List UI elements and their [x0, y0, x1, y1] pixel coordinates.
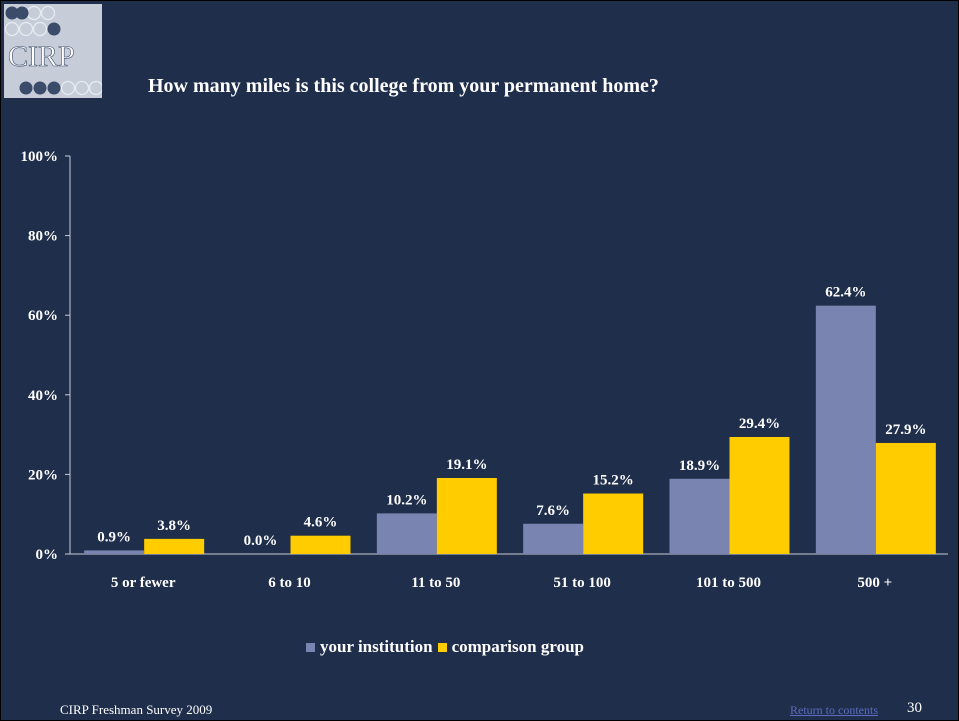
y-tick-label: 40%	[28, 388, 58, 404]
data-label: 19.1%	[446, 457, 487, 473]
data-label: 10.2%	[386, 492, 427, 508]
y-tick-label: 0%	[36, 547, 59, 563]
legend-item-comparison-group: comparison group	[437, 637, 584, 657]
y-tick-label: 100%	[21, 149, 59, 165]
data-label: 0.9%	[97, 529, 131, 545]
x-tick-label: 11 to 50	[411, 575, 460, 591]
bar-comparison-group	[875, 442, 936, 554]
legend-label-comparison-group: comparison group	[451, 637, 584, 656]
data-label: 0.0%	[244, 533, 278, 549]
x-tick-label: 5 or fewer	[111, 575, 176, 591]
x-axis-labels: 5 or fewer 6 to 10 11 to 50 51 to 100 101 to…	[111, 575, 892, 591]
y-tick-label: 20%	[28, 467, 58, 483]
svg-text:CIRP: CIRP	[8, 40, 75, 73]
cirp-logo: CIRP	[4, 4, 102, 98]
bar-comparison-group	[290, 535, 351, 554]
legend-swatch-your-institution	[306, 642, 315, 652]
bar-comparison-group	[729, 436, 790, 554]
data-label: 3.8%	[157, 518, 191, 534]
page-number: 30	[907, 700, 922, 716]
legend-item-your-institution: your institution	[306, 637, 433, 657]
bar-your-institution	[669, 478, 730, 554]
data-label: 29.4%	[739, 416, 780, 432]
bar-your-institution	[523, 523, 584, 554]
x-tick-label: 101 to 500	[696, 575, 761, 591]
x-tick-label: 51 to 100	[553, 575, 611, 591]
x-tick-label: 6 to 10	[268, 575, 311, 591]
bar-comparison-group	[144, 538, 205, 554]
legend-label-your-institution: your institution	[320, 637, 433, 656]
bars: 0.9% 3.8% 0.0% 4.6% 10.2% 19.1% 7.6% 15.2% 18.9%…	[84, 285, 936, 554]
y-tick-label: 60%	[28, 308, 58, 324]
y-tick-label: 80%	[28, 229, 58, 245]
legend-swatch-comparison-group	[437, 642, 447, 652]
bar-your-institution	[376, 513, 437, 554]
return-to-contents-link[interactable]: Return to contents	[790, 703, 878, 717]
data-label: 27.9%	[885, 422, 926, 438]
data-label: 4.6%	[304, 515, 338, 531]
data-label: 62.4%	[825, 285, 866, 301]
legend: your institution comparison group	[306, 637, 589, 657]
data-label: 15.2%	[593, 473, 634, 489]
data-label: 18.9%	[679, 458, 720, 474]
bar-your-institution	[84, 550, 145, 554]
footer-source: CIRP Freshman Survey 2009	[60, 702, 213, 717]
chart-title: How many miles is this college from your…	[148, 75, 659, 97]
x-tick-label: 500 +	[857, 575, 892, 591]
bar-comparison-group	[436, 477, 497, 554]
y-axis: 0% 20% 40% 60% 80% 100%	[21, 149, 948, 563]
bar-comparison-group	[583, 493, 644, 554]
bar-your-institution	[815, 305, 876, 554]
data-label: 7.6%	[536, 503, 570, 519]
